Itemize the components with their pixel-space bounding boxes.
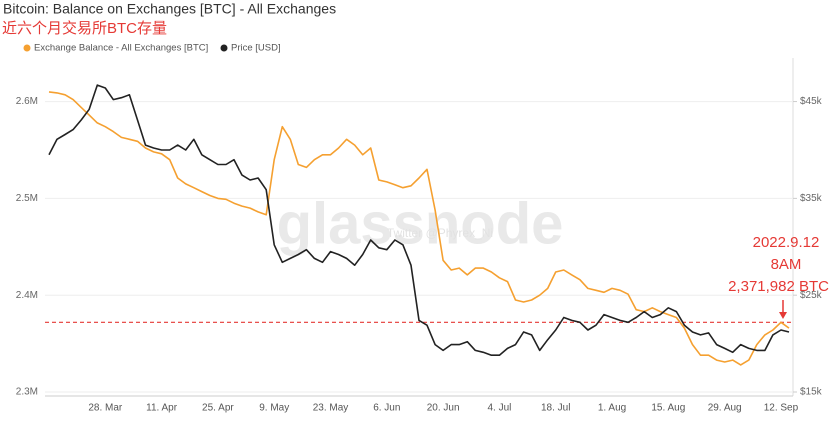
x-tick-label: 25. Apr: [202, 403, 234, 414]
legend-label: Exchange Balance - All Exchanges [BTC]: [34, 43, 208, 54]
annotation-text: 2022.9.12: [753, 234, 820, 251]
y2-tick-label: $45k: [800, 96, 823, 107]
annotation-text: 2,371,982 BTC: [728, 278, 829, 295]
x-tick-label: 23. May: [313, 403, 349, 414]
y2-tick-label: $15k: [800, 387, 823, 398]
chart-subtitle: 近六个月交易所BTC存量: [2, 19, 167, 37]
x-tick-label: 28. Mar: [88, 403, 123, 414]
x-tick-label: 20. Jun: [427, 403, 460, 414]
x-tick-label: 18. Jul: [541, 403, 570, 414]
series-line: [48, 91, 790, 366]
legend-marker: [23, 44, 31, 52]
x-tick-label: 9. May: [259, 403, 289, 414]
x-tick-label: 15. Aug: [651, 403, 685, 414]
y2-tick-label: $35k: [800, 193, 823, 204]
y-tick-label: 2.3M: [16, 387, 38, 398]
y-tick-label: 2.6M: [16, 96, 38, 107]
watermark-2: Twitter @Phyrex_Ni: [387, 226, 493, 240]
x-tick-label: 1. Aug: [598, 403, 626, 414]
legend-marker: [220, 44, 228, 52]
chart-title: Bitcoin: Balance on Exchanges [BTC] - Al…: [3, 1, 336, 17]
x-tick-label: 11. Apr: [146, 403, 178, 414]
x-tick-label: 4. Jul: [487, 403, 511, 414]
series-line: [48, 84, 790, 356]
x-tick-label: 6. Jun: [373, 403, 400, 414]
y-tick-label: 2.4M: [16, 290, 38, 301]
x-tick-label: 29. Aug: [708, 403, 742, 414]
y2-tick-label: $25k: [800, 290, 823, 301]
annotation-text: 8AM: [771, 256, 802, 273]
watermark: glassnode: [277, 191, 564, 256]
y-tick-label: 2.5M: [16, 193, 38, 204]
x-tick-label: 12. Sep: [764, 403, 799, 414]
annotation-arrowhead: [779, 312, 787, 319]
legend-label: Price [USD]: [231, 43, 281, 54]
